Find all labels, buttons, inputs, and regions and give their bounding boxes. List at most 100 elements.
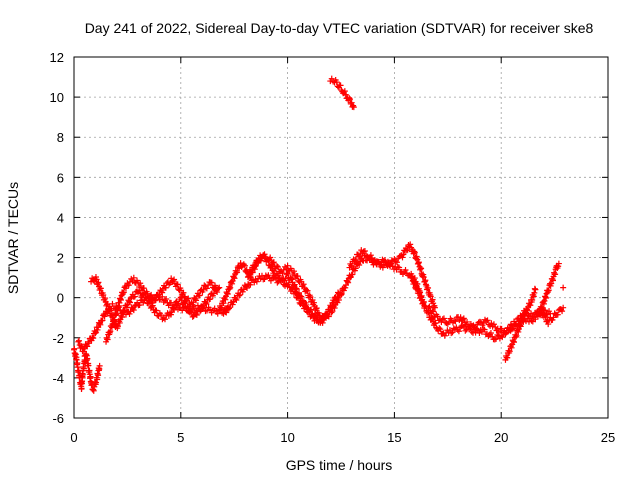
data-point bbox=[75, 337, 82, 344]
data-point bbox=[267, 277, 274, 284]
y-tick-label: 10 bbox=[50, 90, 64, 105]
data-point bbox=[107, 328, 114, 335]
data-point bbox=[344, 278, 351, 285]
y-tick-label: -4 bbox=[52, 371, 64, 386]
data-point bbox=[265, 272, 272, 279]
data-point bbox=[294, 273, 301, 280]
data-point bbox=[171, 306, 178, 313]
data-point bbox=[310, 299, 317, 306]
data-point bbox=[211, 305, 218, 312]
data-point bbox=[337, 82, 344, 89]
data-point bbox=[210, 290, 217, 297]
x-axis-label: GPS time / hours bbox=[286, 457, 393, 473]
data-point bbox=[418, 293, 425, 300]
data-point bbox=[102, 295, 109, 302]
data-point bbox=[226, 304, 233, 311]
data-point bbox=[452, 318, 459, 325]
data-point bbox=[506, 348, 513, 355]
data-point bbox=[437, 326, 444, 333]
series-track-7 bbox=[220, 272, 330, 326]
data-point bbox=[459, 322, 466, 329]
data-point bbox=[512, 333, 519, 340]
data-point bbox=[288, 276, 295, 283]
data-point bbox=[92, 330, 99, 337]
data-point bbox=[208, 279, 215, 286]
y-tick-label: 0 bbox=[57, 291, 64, 306]
data-point bbox=[508, 344, 515, 351]
data-point bbox=[127, 295, 134, 302]
data-point bbox=[291, 288, 298, 295]
data-point bbox=[289, 285, 296, 292]
data-point bbox=[313, 305, 320, 312]
data-point bbox=[196, 292, 203, 299]
data-point bbox=[253, 278, 260, 285]
data-point bbox=[193, 297, 200, 304]
data-point bbox=[499, 334, 506, 341]
data-point bbox=[352, 257, 359, 264]
data-point bbox=[116, 319, 123, 326]
data-point bbox=[220, 300, 227, 307]
data-point bbox=[107, 307, 114, 314]
data-point bbox=[161, 316, 168, 323]
data-point bbox=[559, 308, 566, 315]
data-point bbox=[125, 282, 132, 289]
data-point bbox=[192, 311, 199, 318]
data-point bbox=[121, 307, 128, 314]
data-point bbox=[284, 262, 291, 269]
data-point bbox=[193, 312, 200, 319]
data-point bbox=[411, 249, 418, 256]
data-point bbox=[241, 262, 248, 269]
x-tick-label: 0 bbox=[70, 430, 77, 445]
data-point bbox=[517, 323, 524, 330]
data-point bbox=[299, 298, 306, 305]
data-point bbox=[464, 318, 471, 325]
data-point bbox=[126, 298, 133, 305]
data-point bbox=[232, 296, 239, 303]
data-point bbox=[251, 263, 258, 270]
data-point bbox=[338, 292, 344, 299]
data-point bbox=[304, 287, 311, 294]
data-point bbox=[194, 302, 201, 309]
data-point bbox=[420, 299, 427, 306]
data-point bbox=[163, 296, 170, 303]
data-point bbox=[426, 303, 433, 310]
y-tick-label: 6 bbox=[57, 170, 64, 185]
data-point bbox=[120, 289, 127, 296]
data-point bbox=[126, 310, 133, 317]
data-point bbox=[404, 246, 411, 253]
data-point bbox=[94, 280, 101, 287]
data-point bbox=[197, 308, 204, 315]
data-point bbox=[227, 284, 234, 291]
data-point bbox=[295, 295, 302, 302]
data-point bbox=[407, 241, 414, 248]
data-point bbox=[498, 325, 505, 332]
data-point bbox=[367, 252, 374, 259]
data-point bbox=[528, 317, 535, 324]
data-point bbox=[329, 308, 336, 315]
data-point bbox=[252, 262, 259, 269]
data-point bbox=[96, 362, 103, 369]
data-point bbox=[555, 260, 562, 267]
data-point bbox=[346, 94, 353, 101]
x-tick-label: 10 bbox=[280, 430, 294, 445]
data-point bbox=[529, 297, 536, 304]
data-point bbox=[229, 280, 236, 287]
data-point bbox=[127, 299, 134, 306]
data-point bbox=[537, 305, 544, 312]
data-point bbox=[346, 96, 353, 103]
data-point bbox=[417, 294, 424, 301]
data-series bbox=[71, 75, 567, 394]
data-point bbox=[99, 317, 106, 324]
data-point bbox=[356, 261, 363, 268]
data-point bbox=[560, 284, 567, 291]
data-point bbox=[233, 297, 240, 304]
data-point bbox=[218, 304, 225, 311]
data-point bbox=[328, 75, 335, 82]
data-point bbox=[94, 326, 101, 333]
series-track-16 bbox=[327, 75, 357, 111]
data-point bbox=[393, 259, 400, 266]
data-point bbox=[94, 376, 101, 383]
data-point bbox=[483, 318, 490, 325]
data-point bbox=[171, 276, 178, 283]
